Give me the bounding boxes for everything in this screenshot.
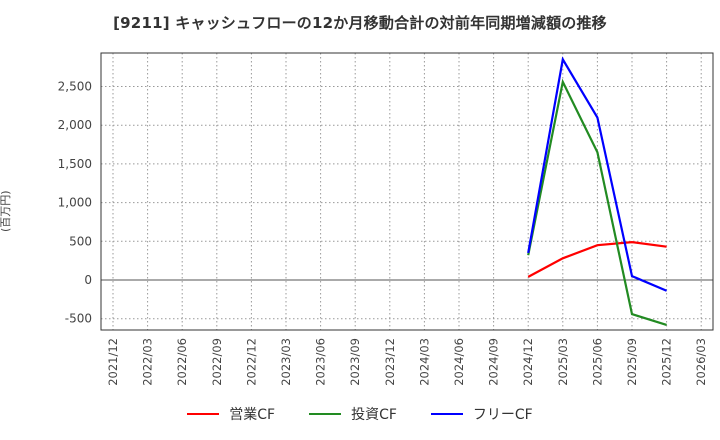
y-tick-label: 1,500: [58, 157, 92, 171]
y-tick-label: 500: [69, 234, 92, 248]
x-tick-label: 2021/12: [106, 338, 120, 386]
x-tick-label: 2023/12: [383, 338, 397, 386]
x-tick-label: 2024/03: [417, 338, 431, 386]
series-line: [527, 240, 667, 278]
x-tick-label: 2023/06: [314, 338, 328, 386]
legend-swatch-blue: [430, 412, 463, 416]
y-tick-label: 0: [84, 273, 92, 287]
x-tick-label: 2026/03: [694, 338, 708, 386]
x-tick-label: 2024/12: [521, 338, 535, 386]
grid-lines: [101, 53, 713, 330]
series-line: [527, 56, 668, 292]
legend-swatch-red: [187, 412, 220, 416]
x-tick-label: 2025/12: [660, 338, 674, 386]
y-tick-label: 2,000: [58, 118, 92, 132]
x-tick-label: 2022/12: [244, 338, 258, 386]
legend-label: 営業CF: [229, 407, 276, 423]
x-tick-label: 2025/09: [625, 338, 639, 386]
y-tick-label: 2,500: [58, 80, 92, 94]
legend-label: フリーCF: [472, 407, 533, 423]
x-tick-label: 2025/06: [590, 338, 604, 386]
series-lines: [527, 56, 668, 326]
plot-frame: [100, 52, 714, 331]
legend-item-free-cf: フリーCF: [430, 404, 533, 424]
x-tick-label: 2024/06: [452, 338, 466, 386]
x-tick-label: 2024/09: [487, 338, 501, 386]
legend: 営業CF 投資CF フリーCF: [0, 404, 720, 424]
x-tick-label: 2023/03: [279, 338, 293, 386]
x-tick-label: 2022/03: [141, 338, 155, 386]
legend-item-investing-cf: 投資CF: [309, 404, 397, 424]
legend-label: 投資CF: [351, 407, 397, 423]
series-line: [527, 78, 667, 326]
x-tick-label: 2022/06: [175, 338, 189, 386]
x-tick-label: 2023/09: [348, 338, 362, 386]
legend-swatch-green: [309, 412, 342, 416]
y-tick-label: -500: [65, 312, 92, 326]
y-tick-label: 1,000: [58, 196, 92, 210]
chart-title: [9211] キャッシュフローの12か月移動合計の対前年同期増減額の推移: [113, 14, 607, 32]
legend-item-operating-cf: 営業CF: [187, 404, 275, 424]
x-tick-label: 2022/09: [210, 338, 224, 386]
x-tick-label: 2025/03: [556, 338, 570, 386]
y-axis-ticks: -500 0 500 1,000 1,500 2,000 2,500: [58, 80, 92, 326]
x-axis-ticks: 2021/12 2022/03 2022/06 2022/09 2022/12 2023/…: [106, 338, 708, 386]
